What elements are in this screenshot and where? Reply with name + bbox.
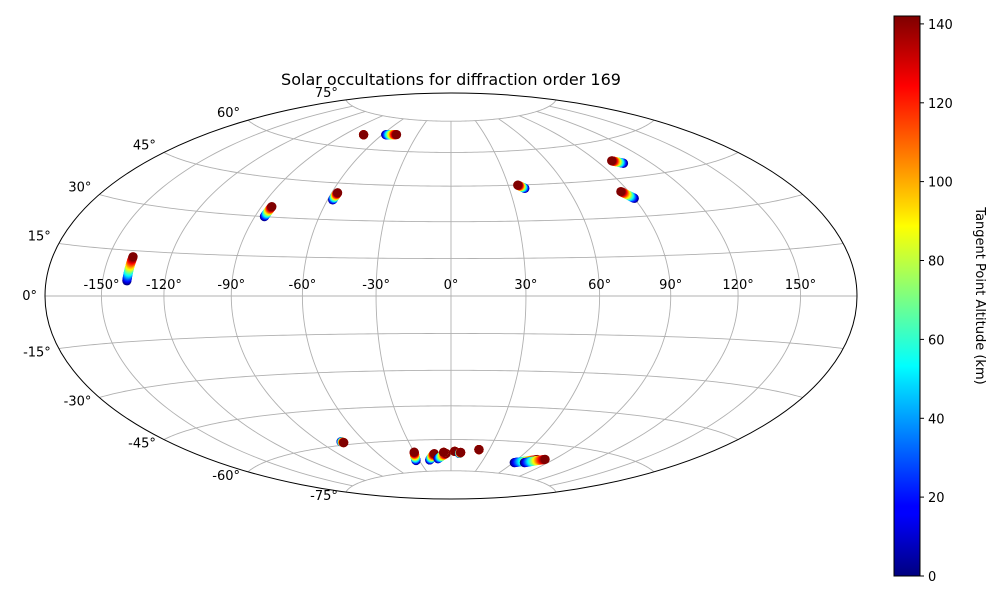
longitude-tick-labels: -150° -120° -90° -60° -30° 0° 30° 60° 90° 120° 150…	[83, 278, 816, 293]
graticule-grid	[45, 99, 857, 493]
occultation-point	[267, 201, 277, 212]
x-tick-label: -30°	[362, 278, 390, 293]
parallel-line	[58, 333, 844, 349]
y-tick-label: -60°	[212, 469, 240, 484]
occultation-point	[540, 454, 550, 464]
x-tick-label: 60°	[588, 278, 611, 293]
occultation-point	[128, 252, 138, 262]
occultation-point	[333, 188, 343, 198]
colorbar-tick-label: 140	[928, 18, 953, 33]
map-outline	[44, 92, 858, 500]
occultation-point	[456, 447, 466, 458]
occultation-point	[339, 438, 349, 448]
x-tick-label: 120°	[722, 278, 753, 293]
y-tick-label: -15°	[23, 346, 51, 361]
y-tick-label: -45°	[128, 437, 156, 452]
occultation-point	[439, 447, 449, 457]
parallel-line	[345, 470, 557, 493]
parallel-line	[247, 439, 655, 473]
x-tick-label: 90°	[659, 278, 682, 293]
colorbar-label: Tangent Point Altitude (km)	[972, 206, 987, 384]
occultation-point	[616, 186, 626, 197]
x-tick-label: 0°	[444, 278, 459, 293]
y-tick-label: 45°	[133, 139, 156, 154]
y-tick-label: 15°	[28, 230, 51, 245]
colorbar-tick-label: 20	[928, 491, 945, 506]
colorbar-tick-label: 0	[928, 570, 936, 585]
colorbar-tick-label: 80	[928, 255, 945, 270]
parallel-line	[345, 99, 557, 122]
colorbar-tick-label: 40	[928, 412, 945, 427]
latitude-tick-labels: -75° -60° -45° -30° -15° 0° 15° 30° 45° 60° 75°	[22, 86, 338, 504]
x-tick-label: -60°	[289, 278, 317, 293]
x-tick-label: -150°	[83, 278, 119, 293]
occultation-point	[513, 180, 523, 190]
occultation-point	[392, 129, 402, 140]
map-boundary	[44, 92, 858, 500]
y-tick-label: 60°	[217, 106, 240, 121]
x-tick-label: -90°	[217, 278, 245, 293]
y-tick-label: 0°	[22, 289, 37, 304]
chart-title: Solar occultations for diffraction order…	[281, 70, 621, 89]
parallel-line	[163, 405, 739, 440]
parallel-line	[99, 194, 803, 223]
parallel-line	[99, 369, 803, 398]
occultation-point	[358, 130, 369, 140]
y-tick-label: -30°	[64, 395, 92, 410]
x-tick-label: 30°	[514, 278, 537, 293]
y-tick-label: 75°	[315, 86, 338, 101]
colorbar-tick-label: 100	[928, 176, 953, 191]
colorbar-bar	[893, 15, 921, 577]
occultation-points	[122, 129, 639, 468]
colorbar-tick-label: 60	[928, 333, 945, 348]
occultation-point	[409, 447, 419, 457]
occultation-point	[607, 156, 617, 166]
colorbar: 0 20 40 60 80 100 120 140 Tangent Point Altitude…	[893, 15, 987, 585]
x-tick-label: -120°	[146, 278, 182, 293]
y-tick-label: -75°	[310, 489, 338, 504]
parallel-line	[163, 152, 739, 187]
parallel-line	[58, 243, 844, 259]
x-tick-label: 150°	[785, 278, 816, 293]
colorbar-tick-label: 120	[928, 97, 953, 112]
occultation-point	[474, 445, 484, 455]
y-tick-label: 30°	[68, 181, 91, 196]
parallel-line	[247, 119, 655, 153]
